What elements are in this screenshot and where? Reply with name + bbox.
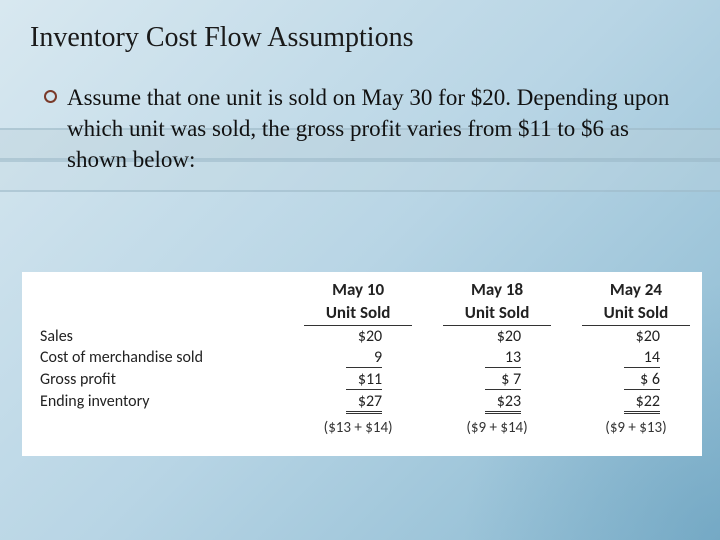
cell: $22 <box>582 391 690 413</box>
col1-line2: Unit Sold <box>304 301 412 326</box>
row-ending-label: Ending inventory <box>34 391 304 413</box>
cell: 14 <box>582 347 690 369</box>
col3-line1: May 24 <box>582 278 690 301</box>
cell: $11 <box>304 369 412 391</box>
col2-line1: May 18 <box>443 278 551 301</box>
col2-line2: Unit Sold <box>443 301 551 326</box>
cell: $23 <box>443 391 551 413</box>
cost-flow-table: May 10 May 18 May 24 Unit Sold Unit Sold… <box>22 272 702 456</box>
cell: $20 <box>443 326 551 348</box>
header-blank <box>34 278 304 301</box>
circle-bullet-icon <box>44 90 57 103</box>
table-row: ($13 + $14) ($9 + $14) ($9 + $13) <box>34 413 690 438</box>
col3-line2: Unit Sold <box>582 301 690 326</box>
cell: $27 <box>304 391 412 413</box>
cell: 13 <box>443 347 551 369</box>
table-row: Cost of merchandise sold 9 13 14 <box>34 347 690 369</box>
cell-calc: ($9 + $13) <box>582 413 690 438</box>
cell: $ 7 <box>443 369 551 391</box>
row-sales-label: Sales <box>34 326 304 348</box>
table-row: Gross profit $11 $ 7 $ 6 <box>34 369 690 391</box>
row-cogs-label: Cost of merchandise sold <box>34 347 304 369</box>
table-row: Sales $20 $20 $20 <box>34 326 690 348</box>
cell: $ 6 <box>582 369 690 391</box>
bullet-item: Assume that one unit is sold on May 30 f… <box>44 82 670 175</box>
bullet-text: Assume that one unit is sold on May 30 f… <box>67 82 670 175</box>
cell: 9 <box>304 347 412 369</box>
cell: $20 <box>304 326 412 348</box>
cell: $20 <box>582 326 690 348</box>
col1-line1: May 10 <box>304 278 412 301</box>
cell-calc: ($9 + $14) <box>443 413 551 438</box>
row-gross-label: Gross profit <box>34 369 304 391</box>
table-row: Ending inventory $27 $23 $22 <box>34 391 690 413</box>
page-title: Inventory Cost Flow Assumptions <box>30 22 690 54</box>
cell-calc: ($13 + $14) <box>304 413 412 438</box>
slide-content: Inventory Cost Flow Assumptions Assume t… <box>0 0 720 175</box>
table: May 10 May 18 May 24 Unit Sold Unit Sold… <box>34 278 690 438</box>
